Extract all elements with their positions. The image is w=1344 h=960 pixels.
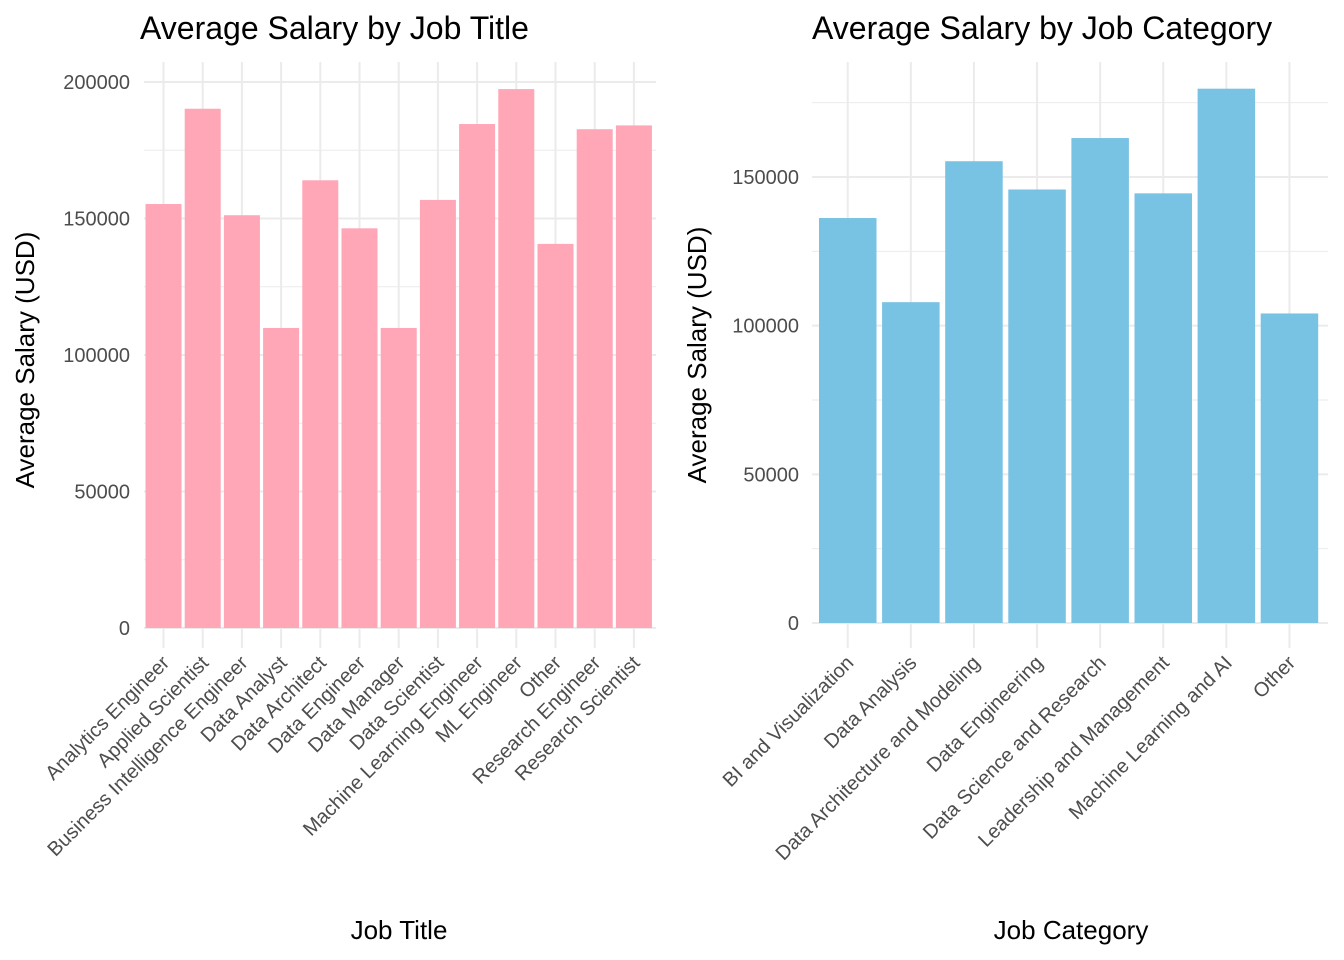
y-tick-label: 0 [788,613,799,635]
bar [819,218,877,624]
bar [537,243,574,628]
y-tick-label: 100000 [63,345,130,367]
bar [184,108,221,628]
bar [945,161,1003,623]
bar [263,327,300,628]
chart-job-title: Average Salary by Job Title 0 50000 100000… [10,10,656,945]
y-tick-labels: 0 50000 100000 150000 [732,167,799,635]
bar [1134,193,1192,623]
bar [1071,138,1129,624]
bar [615,125,652,629]
bar [1260,313,1319,623]
bar [1008,189,1066,623]
x-axis-label: Job Category [994,915,1149,945]
y-axis-label: Average Salary (USD) [682,227,712,484]
bar [380,327,417,628]
y-tick-label: 200000 [63,72,130,94]
bar [882,302,940,623]
x-tick-label: Data Engineering [923,652,1048,777]
bar [498,89,535,628]
bar [1197,88,1256,623]
bar [459,124,496,629]
bars [819,88,1319,624]
bar [145,204,182,628]
bars [145,89,652,629]
y-axis-label: Average Salary (USD) [10,232,40,489]
y-tick-labels: 0 50000 100000 150000 200000 [63,72,130,640]
chart-title: Average Salary by Job Title [140,10,529,46]
bar [223,215,260,628]
y-tick-label: 50000 [74,482,130,504]
bar [576,129,613,628]
y-tick-label: 50000 [743,464,799,486]
y-tick-label: 100000 [732,316,799,338]
y-tick-label: 150000 [63,209,130,231]
x-axis-label: Job Title [351,915,448,945]
x-tick-label: Other [1249,652,1300,703]
bar [341,228,378,628]
chart-job-category: Average Salary by Job Category 0 50000 100… [682,10,1328,945]
bar [302,180,339,628]
y-tick-label: 150000 [732,167,799,189]
chart-title: Average Salary by Job Category [812,10,1272,46]
bar [419,199,456,628]
y-tick-label: 0 [119,618,130,640]
